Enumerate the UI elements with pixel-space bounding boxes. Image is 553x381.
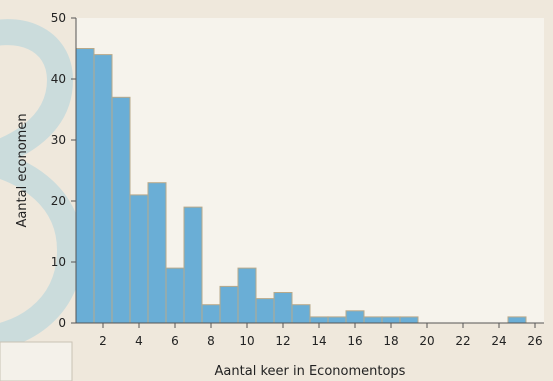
x-tick-label: 18 [383,334,398,348]
bar-4 [129,194,149,324]
x-tick-label: 8 [207,334,215,348]
x-axis-title: Aantal keer in Economentops [215,364,406,379]
bar-12 [273,292,293,324]
bar-5 [147,182,167,324]
bar-7 [183,206,203,324]
bar-8 [201,304,221,324]
decorative-box [0,341,73,381]
x-tick-label: 4 [135,334,143,348]
bar-3 [111,96,131,324]
x-tick-label: 16 [347,334,362,348]
x-tick-label: 12 [275,334,290,348]
bar-9 [219,285,239,324]
bar-10 [237,267,257,324]
bar-1 [75,48,95,324]
bar-6 [165,267,185,324]
x-tick-label: 10 [239,334,254,348]
x-tick-label: 6 [171,334,179,348]
bar-16 [345,310,365,324]
y-tick-labels: 0 10 20 30 40 50 [51,11,66,330]
x-tick-label: 26 [527,334,542,348]
y-tick-label: 0 [58,316,66,330]
y-tick-label: 20 [51,194,66,208]
bar-17 [363,316,383,324]
x-tick-label: 2 [99,334,107,348]
x-tick-label: 20 [419,334,434,348]
x-tick-label: 24 [491,334,506,348]
bar-11 [255,298,275,324]
x-tick-label: 22 [455,334,470,348]
x-tick-labels: 2 4 6 8 10 12 14 16 18 20 22 24 26 [99,334,542,348]
bar-13 [291,304,311,324]
y-tick-label: 40 [51,72,66,86]
y-tick-label: 30 [51,133,66,147]
axes-group [71,17,544,328]
x-tick-label: 14 [311,334,326,348]
bar-18 [381,316,401,324]
y-axis-title: Aantal economen [15,113,30,227]
bar-15 [327,316,347,324]
bar-19 [399,316,419,324]
bar-25 [507,316,527,324]
y-tick-label: 50 [51,11,66,25]
bar-2 [93,54,113,324]
decorative-numeral [0,19,84,350]
bars-group [75,48,527,324]
y-tick-label: 10 [51,255,66,269]
bar-14 [309,316,329,324]
